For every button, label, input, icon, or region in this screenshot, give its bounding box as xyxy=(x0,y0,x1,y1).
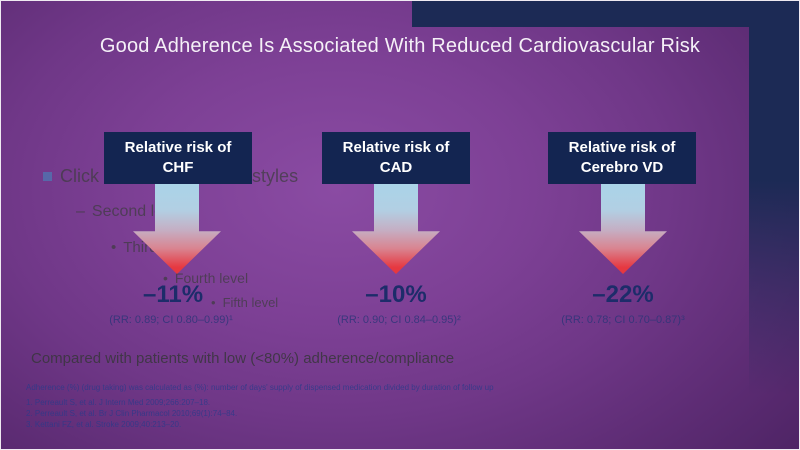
risk-box-cerebro-vd-line1: Relative risk of xyxy=(568,139,676,156)
rr-ci-cad: (RR: 0.90; CI 0.84–0.95)² xyxy=(337,314,461,326)
adherence-definition-footnote: Adherence (%) (drug taking) was calculat… xyxy=(26,383,494,392)
risk-box-cerebro-vd: Relative risk of Cerebro VD xyxy=(548,132,696,184)
risk-box-chf: Relative risk of CHF xyxy=(104,132,252,184)
reference-item: 2. Perreault S, et al. Br J Clin Pharmac… xyxy=(26,409,238,418)
top-navy-band xyxy=(412,1,799,27)
slide-title: Good Adherence Is Associated With Reduce… xyxy=(99,35,701,57)
percent-cad: –10% xyxy=(365,281,427,308)
risk-box-cad-line2: CAD xyxy=(379,159,413,176)
down-arrow-icon xyxy=(579,183,667,274)
risk-box-chf-line1: Relative risk of xyxy=(124,139,232,156)
reference-item: 3. Kettani FZ, et al. Stroke 2009;40:213… xyxy=(26,420,182,429)
percent-chf: –11% xyxy=(142,281,204,308)
reference-item: 1. Perreault S, et al. J Intern Med 2009… xyxy=(26,398,211,407)
risk-box-cerebro-vd-line2: Cerebro VD xyxy=(580,159,664,176)
risk-box-cad-line1: Relative risk of xyxy=(342,139,450,156)
right-navy-band xyxy=(749,1,799,449)
placeholder-level-4: • Fourth level xyxy=(163,270,248,286)
comparison-note: Compared with patients with low (<80%) a… xyxy=(31,350,455,367)
down-arrow-icon xyxy=(133,183,221,274)
dash-bullet-icon: – xyxy=(76,203,85,220)
placeholder-level-4-label: Fourth level xyxy=(174,270,249,286)
dot-bullet-icon: • xyxy=(211,295,216,310)
dot-bullet-icon: • xyxy=(111,239,117,256)
dot-bullet-icon: • xyxy=(163,270,168,286)
risk-box-chf-line2: CHF xyxy=(162,159,194,176)
risk-box-cad: Relative risk of CAD xyxy=(322,132,470,184)
square-bullet-icon xyxy=(43,172,52,181)
placeholder-level-5: • Fifth level xyxy=(211,295,278,310)
percent-cerebro-vd: –22% xyxy=(592,281,654,308)
reference-list: 1. Perreault S, et al. J Intern Med 2009… xyxy=(26,397,746,430)
down-arrow-icon xyxy=(352,183,440,274)
rr-ci-chf: (RR: 0.89; CI 0.80–0.99)¹ xyxy=(109,314,233,326)
placeholder-level-5-label: Fifth level xyxy=(222,295,279,310)
rr-ci-cerebro-vd: (RR: 0.78; CI 0.70–0.87)³ xyxy=(561,314,685,326)
